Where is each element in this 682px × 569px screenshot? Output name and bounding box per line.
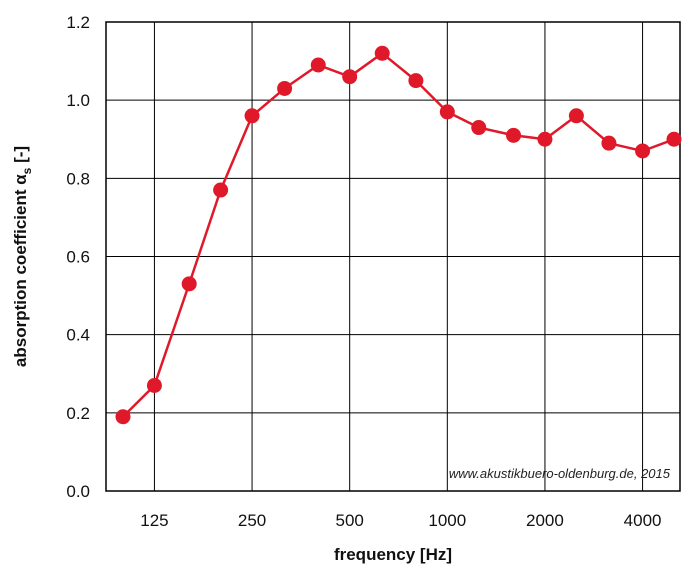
series-points — [115, 45, 682, 425]
x-tick-label: 125 — [140, 511, 168, 530]
y-tick-label: 1.2 — [66, 13, 90, 32]
y-tick-label: 0.0 — [66, 482, 90, 501]
x-tick-label: 4000 — [624, 511, 662, 530]
data-point — [601, 135, 617, 151]
data-point — [277, 80, 293, 96]
x-tick-label: 500 — [335, 511, 363, 530]
y-tick-label: 1.0 — [66, 91, 90, 110]
data-point — [181, 276, 197, 292]
y-axis-label-subscript: s — [20, 167, 34, 174]
x-tick-labels: 125 250 500 1000 2000 4000 — [140, 511, 661, 530]
y-axis-label-main: absorption coefficient α — [11, 174, 30, 367]
data-point — [146, 377, 162, 393]
x-tick-label: 250 — [238, 511, 266, 530]
y-tick-label: 0.6 — [66, 248, 90, 267]
y-axis-label: absorption coefficient αs [-] — [11, 146, 34, 367]
x-tick-label: 1000 — [428, 511, 466, 530]
y-tick-label: 0.4 — [66, 326, 90, 345]
y-tick-label: 0.2 — [66, 404, 90, 423]
x-tick-label: 2000 — [526, 511, 564, 530]
y-tick-label: 0.8 — [66, 169, 90, 188]
data-point — [408, 73, 424, 89]
data-point — [115, 409, 131, 425]
data-point — [374, 45, 390, 61]
data-point — [439, 104, 455, 120]
grid-lines — [106, 21, 680, 492]
data-point — [213, 182, 229, 198]
data-point — [310, 57, 326, 73]
data-point — [244, 108, 260, 124]
data-point — [342, 69, 358, 85]
data-point — [568, 108, 584, 124]
series-line — [122, 52, 675, 418]
plot-frame — [105, 21, 681, 492]
data-point — [635, 143, 651, 159]
data-point — [506, 127, 522, 143]
data-point — [537, 131, 553, 147]
y-axis-label-suffix: [-] — [11, 146, 30, 168]
credit-text: www.akustikbuero-oldenburg.de, 2015 — [449, 466, 671, 481]
y-tick-labels: 0.0 0.2 0.4 0.6 0.8 1.0 1.2 — [66, 13, 90, 501]
data-point — [666, 131, 682, 147]
x-axis-label: frequency [Hz] — [334, 545, 452, 564]
data-point — [471, 120, 487, 136]
